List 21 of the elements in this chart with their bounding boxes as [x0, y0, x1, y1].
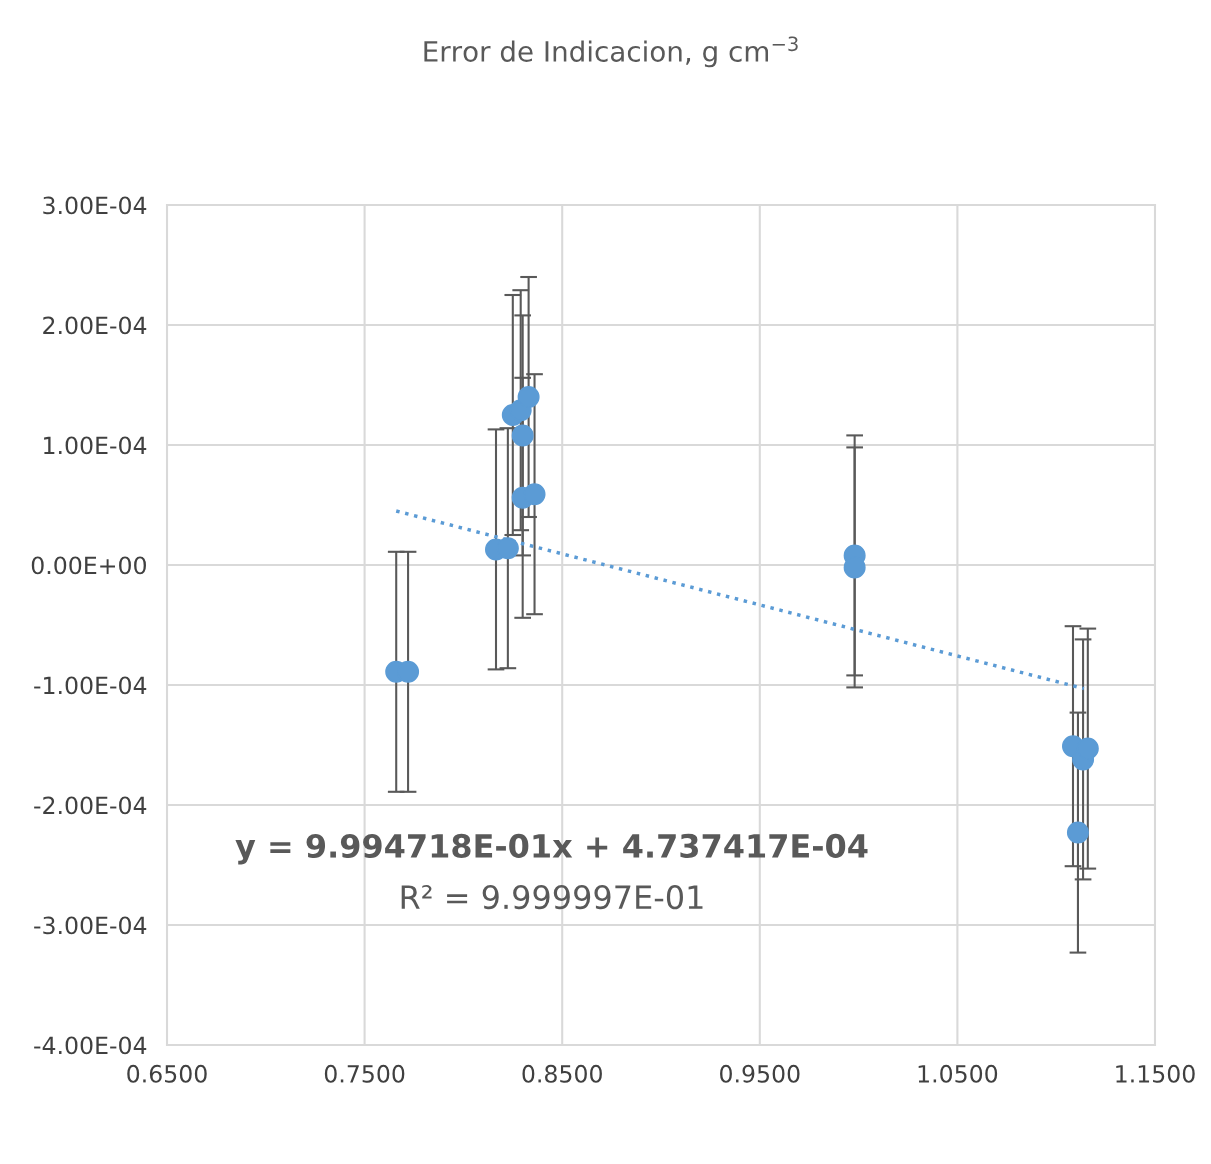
x-tick-label: 0.7500 [324, 1064, 405, 1083]
annotation: R² = 9.999997E-01 [401, 885, 703, 910]
y-tick-label: -4.00E-04 [34, 1036, 147, 1055]
x-tick-label: 0.9500 [720, 1064, 800, 1083]
x-tick-label: 0.8500 [522, 1064, 602, 1083]
x-tick-label: 1.0500 [918, 1064, 998, 1083]
y-tick-label: -2.00E-04 [34, 796, 147, 815]
x-tick-label: 0.6500 [127, 1064, 207, 1083]
x-tick-label: 1.1500 [1116, 1064, 1195, 1083]
y-tick-label: 2.00E-04 [43, 316, 147, 335]
point [523, 483, 546, 506]
chart-title: Error de Indicacion, g cm$^{−3}$ [424, 36, 798, 68]
point [511, 424, 534, 447]
y-tick-label: -1.00E-04 [34, 676, 147, 695]
y-tick-label: -3.00E-04 [34, 916, 147, 935]
annotation: y = 9.994718E-01x + 4.737417E-04 [235, 833, 868, 865]
point [517, 386, 540, 408]
y-tick-label: 3.00E-04 [43, 196, 147, 215]
point [1066, 821, 1089, 844]
y-tick-label: 1.00E-04 [44, 436, 147, 455]
y-tick-label: 0.00E+00 [31, 556, 146, 575]
